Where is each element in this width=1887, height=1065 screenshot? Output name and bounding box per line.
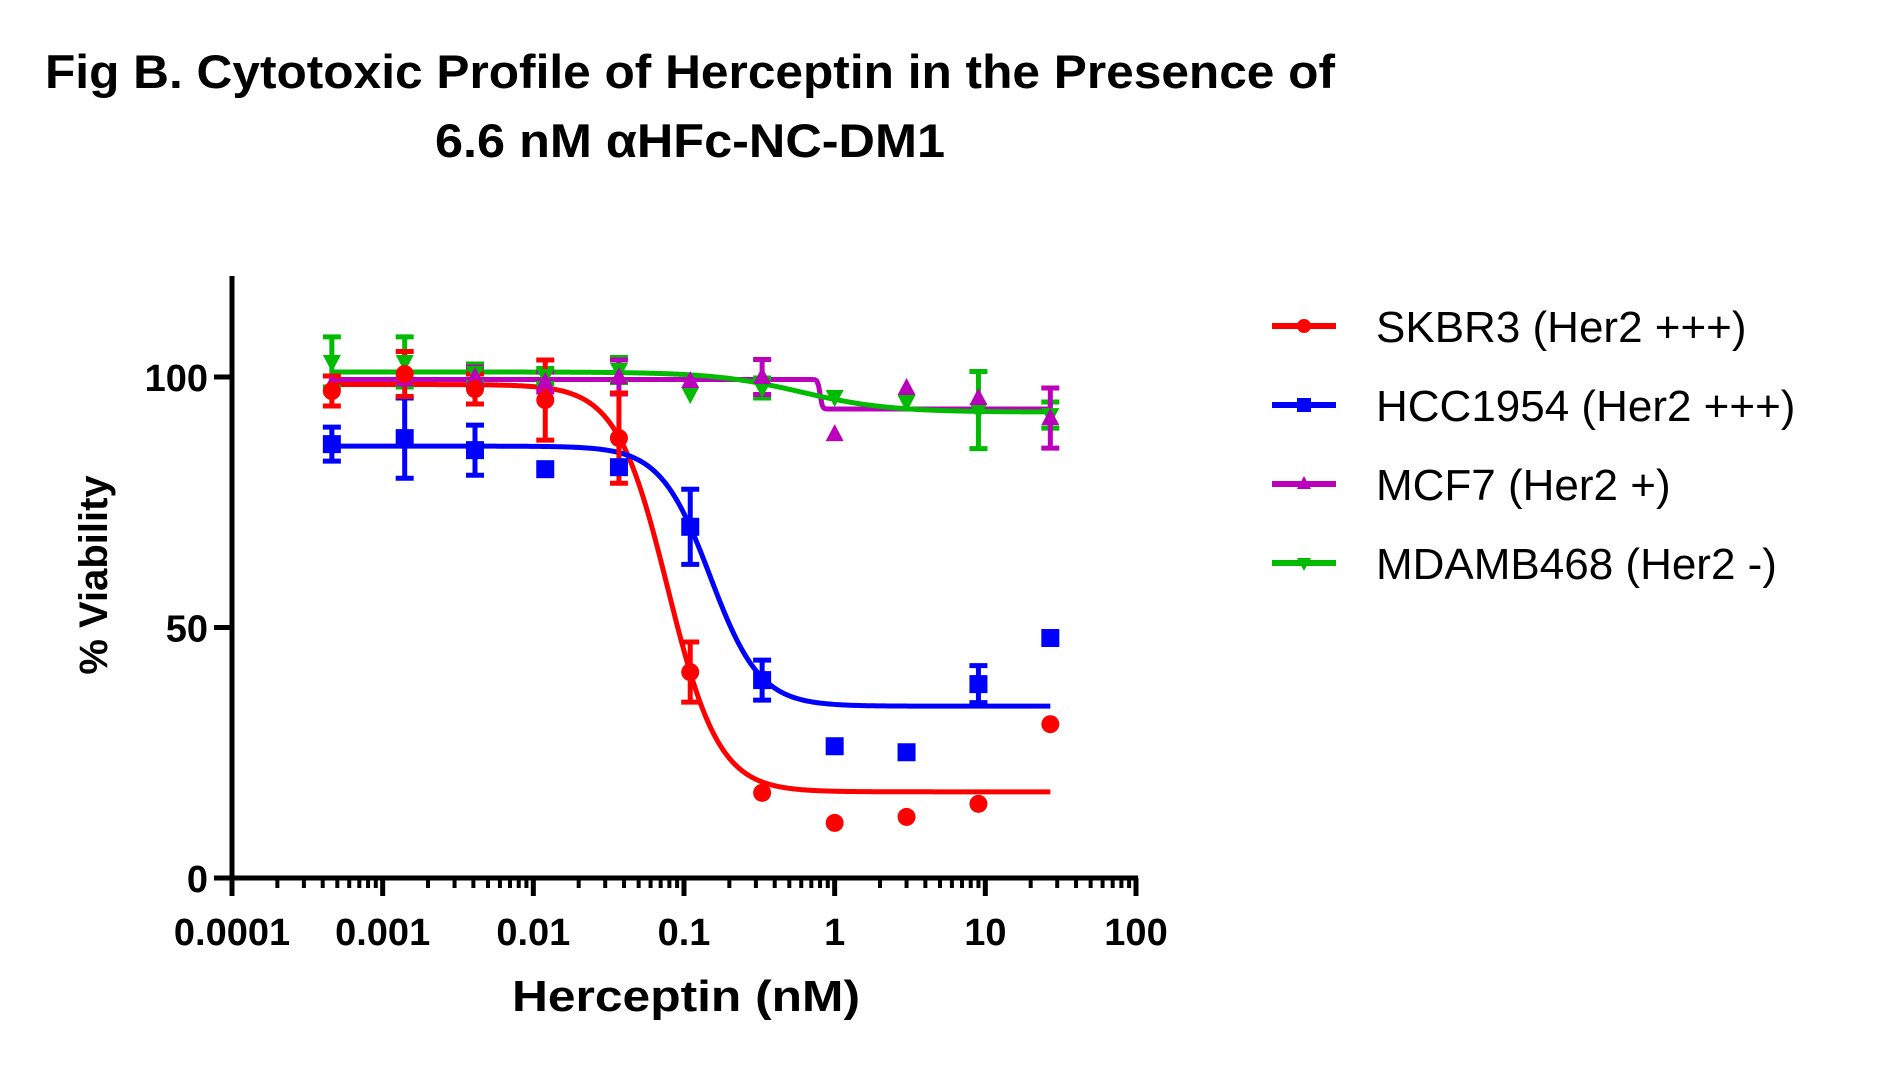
- y-axis-label: % Viability: [72, 475, 116, 675]
- legend-item: MDAMB468 (Her2 -): [1272, 540, 1777, 589]
- x-tick-label: 0.01: [496, 912, 570, 954]
- legend-swatch-marker: [1297, 398, 1311, 412]
- legend-label: MDAMB468 (Her2 -): [1376, 540, 1777, 589]
- data-point-mdamb468: [395, 354, 414, 372]
- data-markers: [322, 354, 1060, 832]
- x-axis-label: Herceptin (nM): [512, 972, 860, 1021]
- data-point-hcc1954: [1041, 629, 1060, 648]
- data-point-hcc1954: [609, 458, 628, 477]
- data-point-skbr3: [1041, 715, 1060, 734]
- legend-swatch-marker: [1297, 319, 1311, 333]
- data-point-skbr3: [897, 807, 916, 826]
- data-point-hcc1954: [322, 435, 341, 454]
- data-point-mdamb468: [825, 390, 844, 408]
- data-point-mcf7: [536, 372, 555, 390]
- legend-item: SKBR3 (Her2 +++): [1272, 303, 1747, 352]
- data-point-hcc1954: [395, 429, 414, 448]
- data-point-skbr3: [609, 429, 628, 448]
- legend-item: HCC1954 (Her2 +++): [1272, 382, 1795, 431]
- data-point-mcf7: [897, 378, 916, 396]
- data-point-mdamb468: [681, 387, 700, 405]
- legend-label: SKBR3 (Her2 +++): [1376, 303, 1747, 352]
- data-point-hcc1954: [681, 517, 700, 536]
- legend: SKBR3 (Her2 +++) HCC1954 (Her2 +++) MCF7 (…: [1272, 303, 1795, 589]
- fit-curves: [331, 369, 1052, 795]
- x-tick-label: 10: [964, 912, 1006, 954]
- x-ticks: 0.0001 0.001 0.01 0.1 1 10 100: [174, 878, 1168, 954]
- data-point-hcc1954: [825, 737, 844, 756]
- data-point-hcc1954: [536, 460, 555, 479]
- data-point-skbr3: [825, 813, 844, 832]
- chart-subtitle: 6.6 nM αHFc-NC-DM1: [435, 114, 945, 167]
- data-point-hcc1954: [465, 441, 484, 460]
- y-tick-label: 0: [187, 859, 208, 901]
- y-ticks: 0 50 100: [145, 358, 232, 901]
- x-tick-label: 1: [824, 912, 845, 954]
- x-tick-label: 0.0001: [174, 912, 290, 954]
- data-point-hcc1954: [969, 675, 988, 694]
- axes: 0.0001 0.001 0.01 0.1 1 10 100 0 50 100: [145, 276, 1168, 954]
- data-point-hcc1954: [897, 743, 916, 762]
- data-point-mcf7: [609, 367, 628, 384]
- data-point-hcc1954: [753, 671, 772, 690]
- x-tick-label: 100: [1104, 912, 1167, 954]
- data-point-skbr3: [753, 783, 772, 802]
- legend-item: MCF7 (Her2 +): [1272, 461, 1671, 510]
- data-point-mcf7: [969, 388, 988, 406]
- data-point-mdamb468: [969, 403, 988, 421]
- legend-swatch-marker: [1297, 558, 1311, 571]
- data-point-mcf7: [753, 367, 772, 384]
- data-point-mcf7: [465, 367, 484, 384]
- data-point-mcf7: [1041, 408, 1060, 426]
- legend-label: MCF7 (Her2 +): [1376, 461, 1671, 510]
- y-tick-label: 50: [166, 609, 208, 651]
- data-point-mcf7: [681, 371, 700, 389]
- data-point-skbr3: [322, 382, 341, 401]
- x-tick-label: 0.001: [335, 912, 430, 954]
- data-point-skbr3: [681, 663, 700, 682]
- legend-swatch-marker: [1297, 476, 1311, 489]
- data-point-mdamb468: [897, 395, 916, 413]
- plot-area: [322, 334, 1060, 832]
- y-tick-label: 100: [145, 358, 208, 400]
- data-point-mdamb468: [753, 381, 772, 399]
- legend-label: HCC1954 (Her2 +++): [1376, 382, 1795, 431]
- data-point-skbr3: [536, 391, 555, 410]
- chart-title: Fig B. Cytotoxic Profile of Herceptin in…: [45, 45, 1335, 98]
- data-point-skbr3: [465, 380, 484, 399]
- data-point-skbr3: [969, 794, 988, 813]
- data-point-mcf7: [825, 424, 844, 442]
- data-point-skbr3: [395, 364, 414, 383]
- data-point-mdamb468: [322, 354, 341, 372]
- x-tick-label: 0.1: [658, 912, 711, 954]
